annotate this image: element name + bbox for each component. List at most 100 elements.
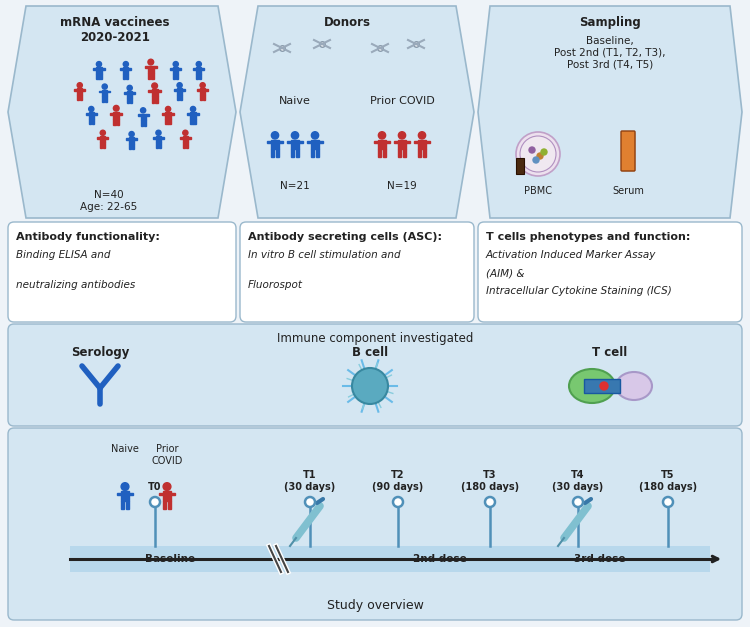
Bar	[96, 67, 101, 74]
Bar	[124, 92, 127, 93]
Bar	[163, 113, 166, 115]
Circle shape	[88, 107, 94, 112]
Bar	[132, 92, 135, 93]
Bar	[129, 137, 134, 144]
Circle shape	[102, 84, 107, 89]
Bar	[178, 68, 182, 70]
Bar	[200, 74, 202, 80]
Bar	[143, 120, 146, 125]
Bar	[106, 137, 109, 139]
Circle shape	[663, 497, 673, 507]
Bar	[378, 140, 386, 149]
Bar	[584, 379, 620, 393]
Bar	[386, 141, 390, 144]
Bar	[311, 140, 319, 149]
Bar	[140, 113, 146, 120]
Bar	[163, 492, 171, 501]
Text: T0: T0	[148, 482, 162, 492]
Bar	[94, 113, 97, 115]
Circle shape	[529, 147, 535, 153]
Bar	[86, 113, 88, 115]
Bar	[152, 90, 157, 97]
Bar	[422, 149, 426, 157]
Bar	[134, 138, 137, 140]
Bar	[158, 493, 163, 495]
Bar	[110, 113, 113, 115]
Text: Donors: Donors	[324, 16, 371, 29]
Circle shape	[113, 105, 119, 111]
Bar	[132, 144, 134, 149]
Text: Activation Induced Marker Assay: Activation Induced Marker Assay	[486, 250, 656, 260]
Circle shape	[152, 83, 157, 88]
Circle shape	[156, 130, 161, 135]
Circle shape	[398, 132, 406, 139]
Bar	[197, 89, 200, 91]
Bar	[202, 68, 205, 70]
Bar	[190, 112, 196, 119]
Bar	[394, 141, 398, 144]
Bar	[311, 149, 314, 157]
Bar	[148, 73, 150, 79]
Bar	[128, 68, 131, 70]
Bar	[196, 113, 199, 115]
Circle shape	[200, 83, 206, 88]
Bar	[155, 97, 158, 103]
Circle shape	[520, 136, 556, 172]
Circle shape	[600, 382, 608, 390]
Ellipse shape	[569, 369, 615, 403]
Ellipse shape	[616, 372, 652, 400]
Bar	[406, 141, 410, 144]
Text: mRNA vaccinees
2020-2021: mRNA vaccinees 2020-2021	[61, 16, 170, 44]
Bar	[622, 132, 634, 170]
Circle shape	[177, 83, 182, 88]
Bar	[129, 144, 131, 149]
FancyBboxPatch shape	[621, 131, 635, 171]
Bar	[200, 88, 206, 95]
Bar	[414, 141, 419, 144]
Bar	[148, 66, 154, 73]
Bar	[171, 493, 176, 495]
Text: Study overview: Study overview	[326, 599, 424, 612]
Circle shape	[311, 132, 319, 139]
Bar	[186, 142, 188, 148]
Bar	[167, 501, 171, 509]
Bar	[113, 119, 116, 125]
Bar	[77, 95, 80, 100]
Bar	[267, 141, 272, 144]
Text: Baseline: Baseline	[145, 554, 195, 564]
Bar	[120, 68, 123, 70]
Bar	[298, 141, 303, 144]
Bar	[101, 68, 104, 70]
Bar	[152, 97, 154, 103]
Text: T4
(30 days): T4 (30 days)	[552, 470, 604, 492]
Bar	[188, 137, 191, 139]
Circle shape	[100, 130, 106, 135]
Bar	[190, 119, 193, 124]
Circle shape	[148, 59, 154, 65]
Circle shape	[305, 497, 315, 507]
Circle shape	[173, 61, 178, 66]
Circle shape	[166, 107, 171, 112]
Bar	[88, 119, 91, 124]
FancyBboxPatch shape	[8, 222, 236, 322]
Bar	[92, 119, 94, 124]
Circle shape	[77, 83, 82, 88]
Circle shape	[516, 132, 560, 176]
Bar	[291, 140, 298, 149]
Text: T2
(90 days): T2 (90 days)	[372, 470, 424, 492]
Bar	[140, 120, 142, 125]
Bar	[88, 112, 94, 119]
Bar	[158, 90, 160, 92]
Bar	[127, 91, 132, 98]
Bar	[145, 66, 148, 68]
Bar	[100, 136, 106, 142]
Text: Immune component investigated: Immune component investigated	[277, 332, 473, 345]
Bar	[159, 142, 161, 148]
Bar	[148, 90, 152, 92]
Bar	[156, 136, 161, 142]
Circle shape	[378, 132, 386, 139]
Text: (AIM) &: (AIM) &	[486, 268, 524, 278]
Bar	[374, 141, 378, 144]
Bar	[146, 114, 148, 116]
Circle shape	[121, 483, 129, 490]
